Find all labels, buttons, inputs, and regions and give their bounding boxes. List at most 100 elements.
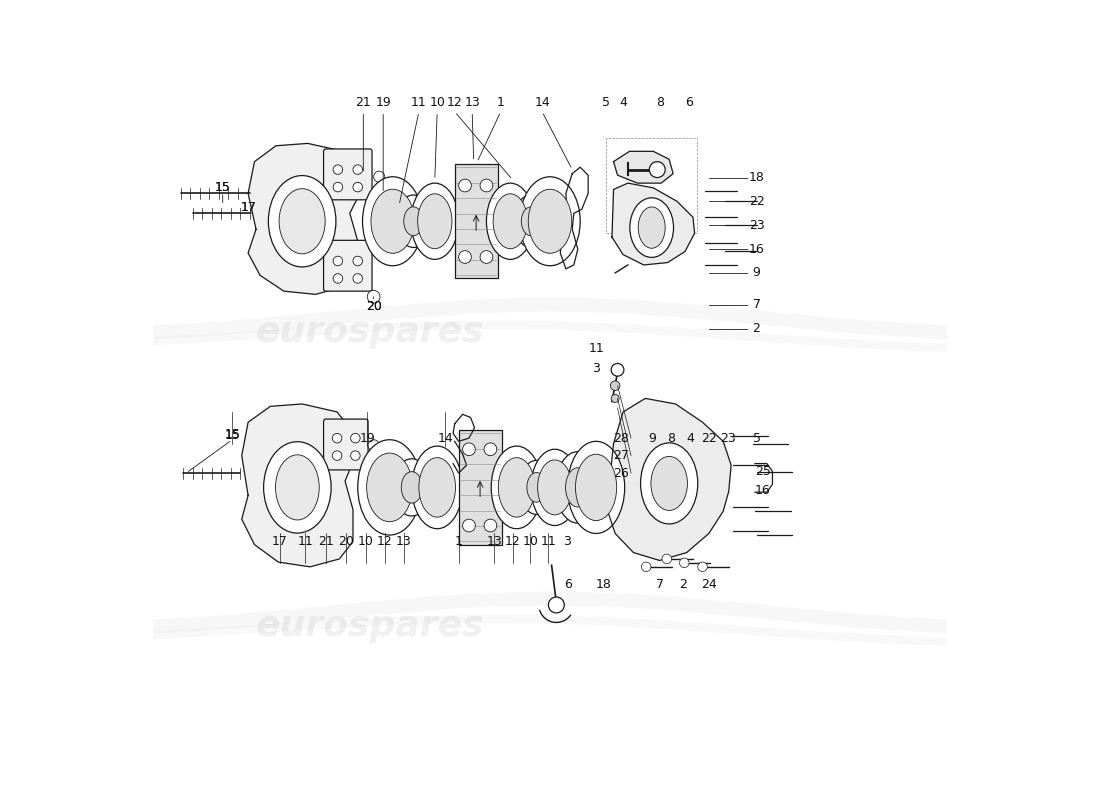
Ellipse shape [498,458,535,517]
Ellipse shape [486,183,535,259]
Polygon shape [249,143,358,294]
Polygon shape [242,404,353,567]
Text: 15: 15 [224,428,240,441]
Text: 17: 17 [240,202,256,214]
Ellipse shape [268,175,336,267]
Text: 17: 17 [240,202,256,214]
Ellipse shape [575,454,617,521]
Circle shape [374,171,385,182]
Circle shape [333,256,343,266]
Text: 20: 20 [365,300,382,313]
Ellipse shape [279,189,326,254]
Polygon shape [607,398,732,561]
Ellipse shape [531,450,579,526]
Ellipse shape [520,177,580,266]
Text: 1: 1 [497,95,505,109]
FancyBboxPatch shape [323,240,372,291]
Circle shape [484,443,497,456]
Text: 11: 11 [411,95,427,109]
Ellipse shape [275,455,319,520]
Text: 4: 4 [686,432,694,445]
Circle shape [549,597,564,613]
Text: 3: 3 [563,535,571,548]
Circle shape [368,440,379,451]
Circle shape [351,434,360,443]
FancyBboxPatch shape [323,149,372,200]
Circle shape [463,519,475,532]
Text: 2: 2 [752,322,760,335]
Text: 18: 18 [596,578,612,591]
Text: 22: 22 [749,195,764,208]
Text: 15: 15 [214,181,231,194]
Ellipse shape [411,446,463,529]
Ellipse shape [565,468,590,507]
Text: 23: 23 [720,432,736,445]
Text: 22: 22 [701,432,717,445]
Text: 17: 17 [272,535,288,548]
Text: 9: 9 [648,432,656,445]
Bar [606,138,697,233]
Text: 9: 9 [752,266,760,279]
Circle shape [353,165,363,174]
Circle shape [612,363,624,376]
Text: 23: 23 [749,218,764,232]
Circle shape [459,179,472,192]
Text: 2: 2 [680,578,688,591]
Polygon shape [612,183,694,265]
Circle shape [480,179,493,192]
Ellipse shape [556,452,601,523]
Text: 3: 3 [592,362,600,374]
Text: 7: 7 [752,298,760,311]
Ellipse shape [651,457,688,510]
Circle shape [484,519,497,532]
Text: 10: 10 [522,535,538,548]
Circle shape [610,381,620,390]
Text: 4: 4 [619,95,627,109]
Circle shape [367,290,380,303]
Ellipse shape [411,183,459,259]
Circle shape [353,256,363,266]
Ellipse shape [492,446,542,529]
Circle shape [697,562,707,571]
Text: 11: 11 [588,342,604,355]
Text: 5: 5 [602,95,609,109]
Text: 20: 20 [338,535,354,548]
Text: 15: 15 [224,430,240,442]
Polygon shape [614,151,673,183]
Text: 8: 8 [656,95,663,109]
Text: 13: 13 [486,535,503,548]
Ellipse shape [630,198,673,258]
Text: 12: 12 [447,95,462,109]
Ellipse shape [366,453,412,522]
Circle shape [333,165,343,174]
Ellipse shape [363,177,422,266]
Circle shape [351,451,360,460]
Text: 28: 28 [614,432,629,445]
Circle shape [332,434,342,443]
Circle shape [333,274,343,283]
Circle shape [662,554,671,564]
Text: 10: 10 [429,95,446,109]
Ellipse shape [264,442,331,533]
Text: 21: 21 [318,535,333,548]
Circle shape [459,250,472,263]
Ellipse shape [538,460,572,515]
Ellipse shape [402,472,422,503]
Circle shape [333,182,343,192]
FancyBboxPatch shape [454,164,498,278]
Circle shape [332,451,342,460]
Text: 13: 13 [396,535,411,548]
Ellipse shape [371,190,415,254]
Text: 26: 26 [614,466,629,479]
Text: 8: 8 [667,432,674,445]
Circle shape [480,250,493,263]
Text: 16: 16 [749,242,764,255]
Text: 12: 12 [377,535,393,548]
Text: 7: 7 [656,578,663,591]
Text: 15: 15 [214,181,231,194]
Text: 14: 14 [438,432,453,445]
Ellipse shape [514,195,549,247]
Ellipse shape [419,458,455,517]
Text: 25: 25 [755,465,771,478]
Circle shape [649,162,666,178]
